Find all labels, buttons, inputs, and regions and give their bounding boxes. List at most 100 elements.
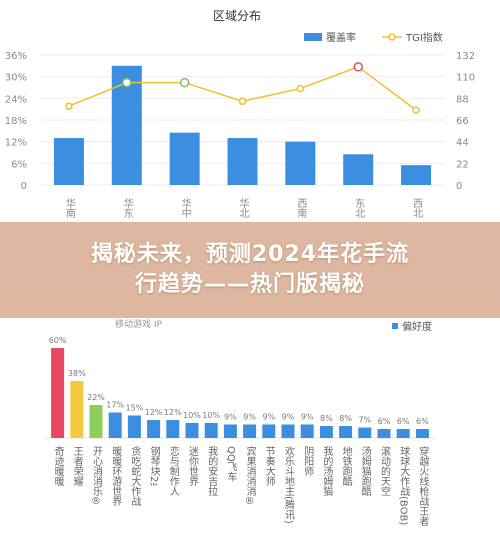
tgi-point	[65, 102, 73, 110]
x-category-label: 西南	[295, 198, 307, 218]
pref-value-label: 8%	[339, 414, 352, 423]
pref-value-label: 6%	[416, 417, 429, 426]
pref-bar	[166, 420, 180, 438]
pref-bar	[358, 427, 372, 438]
pref-value-label: 17%	[106, 401, 124, 410]
chart-caption: 移动游戏 IP	[115, 318, 163, 330]
tgi-point	[412, 106, 420, 114]
banner-line-1: 揭秘未来，预测2024年花手流	[90, 242, 410, 267]
pref-bar	[243, 424, 257, 438]
pref-bar	[223, 424, 237, 438]
y-right-tick-label: 0	[456, 181, 462, 192]
tgi-point	[122, 77, 132, 88]
y-left-tick-label: 6%	[11, 159, 27, 170]
pref-bar	[300, 424, 314, 438]
x-category-label: 东北	[353, 197, 365, 218]
pref-bar	[204, 423, 218, 438]
pref-bar	[70, 381, 84, 438]
y-left-tick-label: 30%	[5, 73, 27, 84]
pref-value-label: 9%	[262, 413, 275, 422]
tgi-point	[238, 97, 247, 106]
pref-category-label: 迷你世界	[187, 446, 199, 487]
y-right-tick-label: 88	[456, 94, 469, 105]
pref-value-label: 9%	[243, 413, 256, 422]
chart-title: 区域分布	[213, 9, 261, 23]
pref-value-label: 6%	[397, 417, 410, 426]
y-left-tick-label: 18%	[5, 116, 27, 127]
pref-category-label: 我的安吉拉	[206, 446, 218, 497]
legend-line-marker	[388, 33, 396, 41]
bar-东北	[343, 154, 374, 185]
pref-value-label: 7%	[358, 416, 371, 425]
pref-category-label: 宾果消消消®	[244, 445, 256, 507]
pref-bar	[89, 405, 103, 438]
y-left-tick-label: 24%	[5, 94, 27, 105]
pref-category-label: 滚动的天空	[379, 445, 391, 496]
tgi-point	[179, 77, 190, 88]
pref-category-label: 恋与制作人	[167, 445, 179, 496]
x-category-label: 华南	[63, 197, 75, 218]
pref-value-label: 8%	[320, 414, 333, 423]
legend-bar-swatch	[304, 33, 322, 41]
pref-value-label: 9%	[282, 413, 295, 422]
pref-category-label: 贪吃蛇大作战	[129, 445, 141, 507]
pref-category-label: 欢乐斗地主(腾讯)	[283, 445, 295, 524]
pref-value-label: 6%	[378, 417, 391, 426]
pref-value-label: 12%	[164, 408, 182, 417]
pref-bar	[185, 423, 199, 438]
pref-category-label: 开心消消乐®	[91, 446, 103, 507]
y-right-tick-label: 66	[456, 116, 469, 127]
pref-category-label: 王者荣耀	[71, 446, 83, 487]
pref-value-label: 38%	[68, 369, 86, 378]
pref-category-label: 钢琴块2™	[148, 445, 160, 494]
pref-bar	[51, 348, 65, 438]
y-left-tick-label: 0	[21, 181, 27, 192]
x-category-label: 华中	[179, 197, 191, 219]
ip-preference-chart: 移动游戏 IP 偏好度 60% 奇迹暖暖 38% 王者荣耀 22% 开心消消乐® 17% 暖暖环游…	[45, 318, 435, 527]
pref-bar	[108, 412, 122, 438]
pref-value-label: 9%	[224, 413, 237, 422]
pref-bar	[319, 426, 333, 438]
pref-category-label: 球球大作战(BOB)	[398, 445, 410, 526]
banner-line-2: 行趋势——热门版揭秘	[134, 272, 365, 297]
legend-swatch	[392, 323, 398, 329]
bar-华中	[169, 132, 200, 185]
x-category-label: 西北	[411, 198, 423, 218]
pref-category-label: 我的汤姆猫	[321, 446, 333, 497]
bar-华南	[53, 138, 84, 185]
pref-bar	[377, 429, 391, 438]
legend-line-label: TGI指数	[405, 31, 443, 44]
pref-bar	[281, 424, 295, 438]
tgi-point	[353, 62, 363, 72]
tgi-point	[296, 84, 305, 93]
pref-bar	[262, 424, 276, 438]
bar-华北	[227, 138, 258, 185]
pref-bar	[147, 420, 161, 438]
pref-bar	[396, 429, 410, 438]
bar-西北	[401, 165, 432, 185]
pref-value-label: 9%	[301, 413, 314, 422]
pref-value-label: 12%	[145, 408, 163, 417]
y-right-tick-label: 22	[456, 159, 469, 170]
y-left-tick-label: 12%	[5, 138, 27, 149]
pref-value-label: 10%	[202, 411, 220, 420]
legend-bar-label: 覆盖率	[326, 31, 356, 44]
pref-bar	[339, 426, 353, 438]
pref-category-label: 奇迹暖暖	[52, 445, 64, 487]
pref-category-label: 汤姆猫跑酷	[359, 445, 371, 497]
pref-value-label: 60%	[49, 336, 67, 345]
pref-bar	[127, 415, 141, 438]
pref-category-label: QQ飞车	[225, 446, 237, 483]
title-banner: 揭秘未来，预测2024年花手流 行趋势——热门版揭秘	[0, 222, 500, 318]
pref-value-label: 10%	[183, 411, 201, 420]
pref-category-label: 地铁跑酷	[340, 445, 352, 487]
bar-西南	[285, 141, 316, 185]
y-right-tick-label: 44	[456, 138, 469, 149]
pref-bar	[415, 429, 429, 438]
pref-category-label: 阴阳师	[302, 446, 314, 477]
pref-category-label: 穿越火线枪战王者	[417, 445, 429, 527]
legend-label: 偏好度	[402, 320, 432, 333]
x-category-label: 华北	[237, 197, 249, 218]
